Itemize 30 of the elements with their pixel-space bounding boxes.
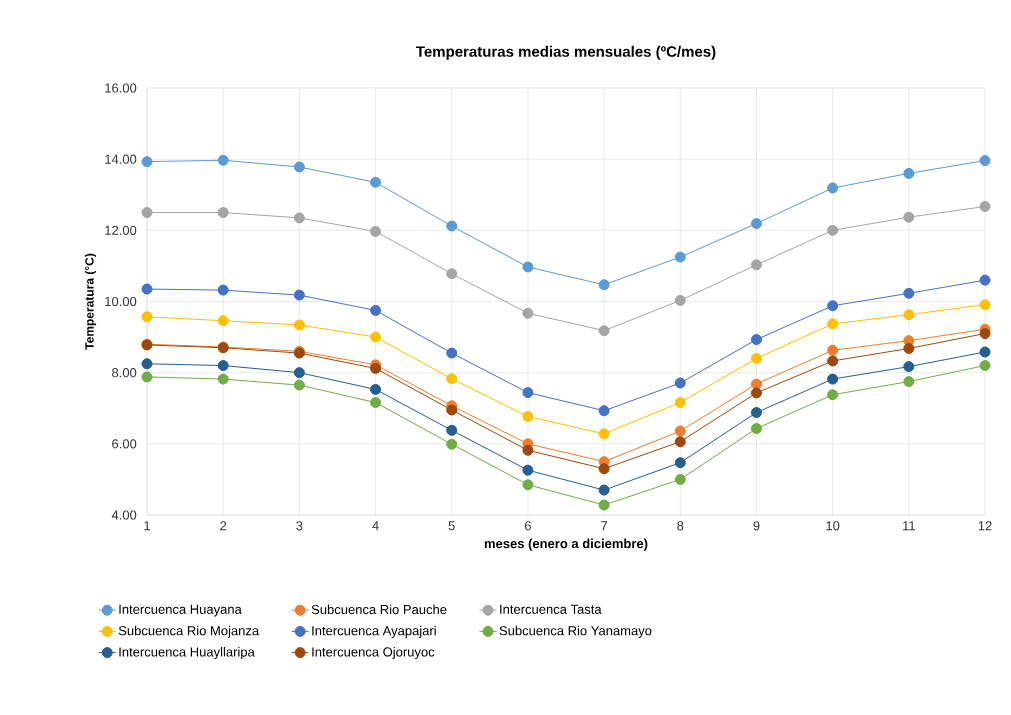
y-axis-title: Temperatura (°C) [84,253,97,350]
x-tick-label: 8 [677,521,684,531]
x-axis-title: meses (enero a diciembre) [484,538,648,551]
y-tick-label: 16.00 [105,83,137,93]
legend-label: Intercuenca Ayapajari [312,625,436,638]
legend-label: Subcuenca Rio Pauche [311,604,447,615]
y-tick-label: 4.00 [111,510,137,520]
x-tick-label: 10 [826,521,840,531]
legend-label: Subcuenca Rio Mojanza [118,625,260,638]
y-tick-label: 6.00 [112,439,137,449]
x-tick-label: 9 [753,521,760,531]
legend-label: Intercuenca Huayana [119,604,242,617]
x-tick-label: 4 [372,521,379,531]
x-tick-label: 12 [978,521,992,531]
y-tick-label: 12.00 [105,225,137,235]
x-tick-label: 11 [903,521,915,531]
legend-label: Intercuenca Huayllaripa [119,646,255,660]
x-tick-label: 3 [296,521,303,531]
legend-label: Subcuenca Rio Yanamayo [499,625,652,638]
x-tick-label: 2 [220,521,227,531]
y-tick-label: 14.00 [105,154,137,164]
x-tick-label: 7 [601,521,608,531]
legend-label: Intercuenca Ojoruyoc [312,646,435,660]
x-tick-label: 1 [144,521,150,531]
x-tick-label: 6 [524,521,531,531]
y-tick-label: 10.00 [105,296,137,307]
y-tick-label: 8.00 [112,368,137,378]
chart-title: Temperaturas medias mensuales (ºC/mes) [416,45,716,60]
legend-label: Intercuenca Tasta [500,604,602,614]
x-tick-label: 5 [448,521,455,531]
